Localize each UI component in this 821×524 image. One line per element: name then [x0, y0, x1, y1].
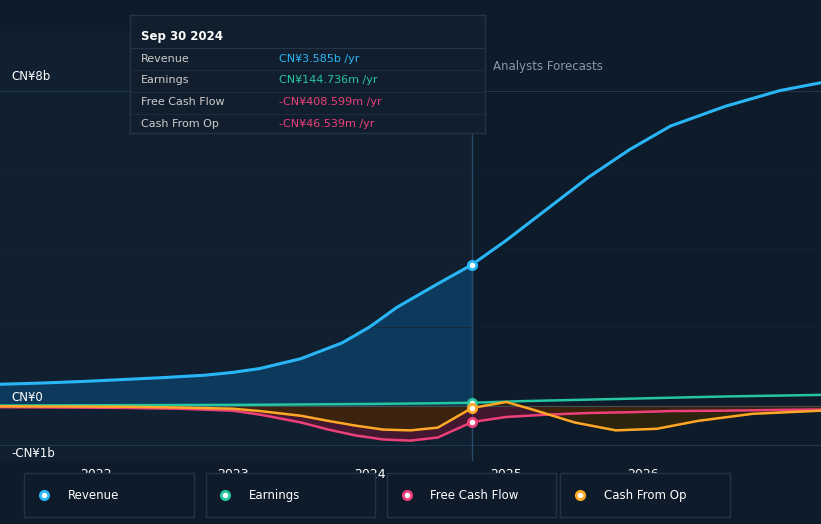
Text: Past: Past: [437, 60, 461, 73]
Text: Free Cash Flow: Free Cash Flow: [140, 97, 224, 107]
Text: Analysts Forecasts: Analysts Forecasts: [493, 60, 603, 73]
Text: Cash From Op: Cash From Op: [603, 489, 686, 501]
Text: Revenue: Revenue: [140, 53, 190, 63]
Bar: [0, 31, 472, 461]
Text: CN¥8b: CN¥8b: [11, 70, 50, 83]
Text: Free Cash Flow: Free Cash Flow: [430, 489, 519, 501]
Text: Sep 30 2024: Sep 30 2024: [140, 30, 222, 43]
FancyBboxPatch shape: [560, 473, 730, 517]
Text: Earnings: Earnings: [249, 489, 300, 501]
Text: Earnings: Earnings: [140, 75, 189, 85]
FancyBboxPatch shape: [25, 473, 194, 517]
Text: CN¥3.585b /yr: CN¥3.585b /yr: [279, 53, 360, 63]
Text: -CN¥1b: -CN¥1b: [11, 447, 55, 460]
Text: CN¥144.736m /yr: CN¥144.736m /yr: [279, 75, 378, 85]
Text: -CN¥408.599m /yr: -CN¥408.599m /yr: [279, 97, 382, 107]
Text: Revenue: Revenue: [67, 489, 119, 501]
Text: -CN¥46.539m /yr: -CN¥46.539m /yr: [279, 119, 374, 129]
FancyBboxPatch shape: [387, 473, 557, 517]
Bar: [472, 31, 821, 461]
FancyBboxPatch shape: [205, 473, 375, 517]
Text: CN¥0: CN¥0: [11, 391, 43, 404]
Text: Cash From Op: Cash From Op: [140, 119, 218, 129]
